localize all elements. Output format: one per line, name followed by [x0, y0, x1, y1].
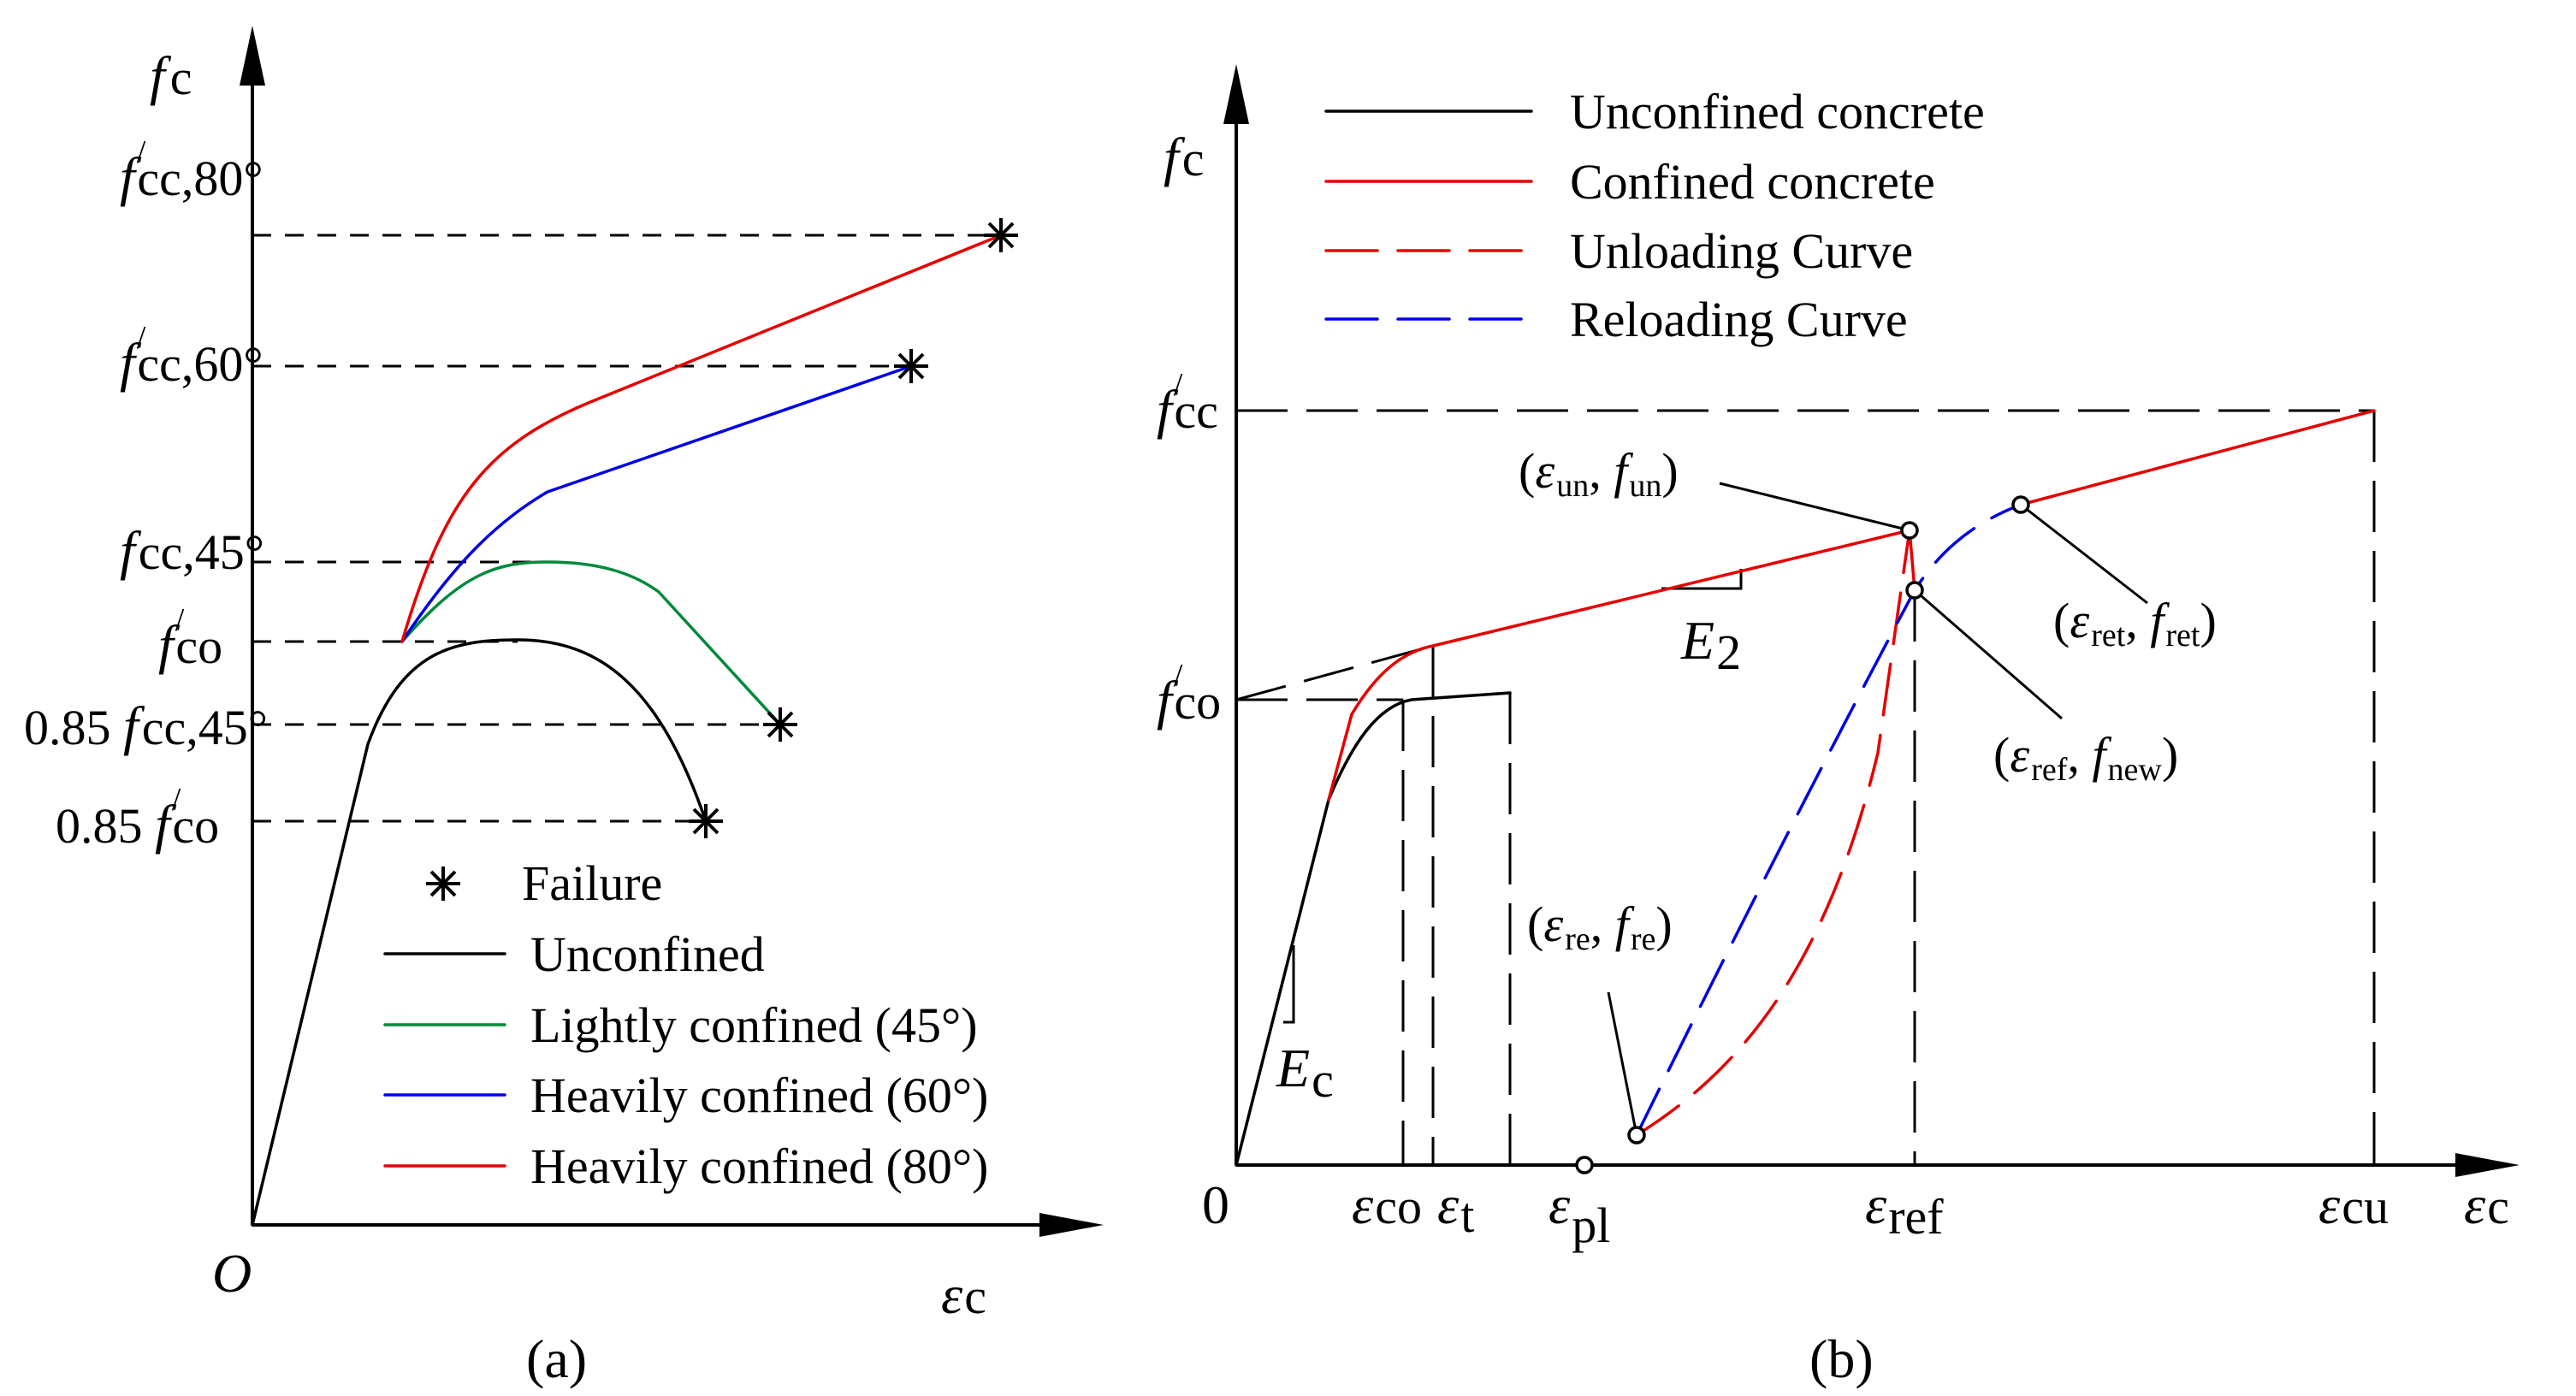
- panel-a-tick-fcc60: f/cc,60°: [120, 320, 264, 393]
- panel-a-curve-unconfined: [251, 638, 708, 1227]
- panel-b-label-e2: E2: [1680, 610, 1741, 680]
- panel-a-legend-failure: Failure: [522, 855, 662, 911]
- panel-a-origin: O: [212, 1243, 252, 1304]
- panel-b-caption: (b): [1809, 1328, 1874, 1389]
- panel-b-x-label: εc: [2464, 1174, 2509, 1235]
- panel-b-leader-ret: [2020, 503, 2148, 605]
- panel-a-legend-heavy80: Heavily confined (80°): [530, 1139, 988, 1194]
- panel-a-failure-80: [982, 216, 1020, 254]
- panel-b-tick-eref: εref: [1865, 1174, 1944, 1245]
- panel-b-curve-confined: [1327, 529, 1916, 802]
- panel-b-tick-eco: εco: [1352, 1174, 1422, 1235]
- panel-b-label-ec: Ec: [1276, 1038, 1334, 1108]
- panel-b-label-re: (εre, fre): [1527, 896, 1673, 957]
- panel-b-x-arrow: [2455, 1153, 2520, 1177]
- panel-a-curve-heavy-80: [400, 234, 1003, 643]
- panel-a-tick-fco: f/co: [158, 602, 222, 675]
- panel-a-failure-unconfined: [687, 802, 725, 840]
- panel-b-leader-un: [1719, 482, 1910, 532]
- panel-b-ec-triangle: [1283, 945, 1295, 1024]
- panel-b-point-ref: [1905, 581, 1924, 600]
- panel-b-point-ret: [2011, 495, 2030, 514]
- panel-b-tick-ecu: εcu: [2318, 1174, 2389, 1235]
- panel-b-leader-ref: [1914, 589, 2063, 720]
- panel-b-tick-et: εt: [1437, 1174, 1474, 1243]
- panel-a-y-arrow: [240, 26, 265, 86]
- panel-b-y-label: fc: [1164, 127, 1205, 187]
- panel-b-tick-epl: εpl: [1549, 1174, 1610, 1253]
- panel-b-curve-unconfined: [1235, 691, 1512, 1167]
- panel-a-failure-45: [761, 706, 799, 743]
- panel-b-curve-unloading: [1635, 529, 1911, 1137]
- panel-b-tick-fcc: f/cc: [1157, 367, 1218, 440]
- panel-a-legend-heavy60: Heavily confined (60°): [530, 1068, 988, 1123]
- panel-a-legend: Failure Unconfined Lightly confined (45°…: [383, 855, 988, 1194]
- panel-b-point-un: [1900, 521, 1919, 540]
- panel-b-curve-confined-upper: [2019, 409, 2376, 506]
- panel-b-label-ref-new: (εref, fnew): [1993, 727, 2178, 788]
- panel-b-legend: Unconfined concrete Confined concrete Un…: [1324, 84, 1985, 347]
- panel-b-legend-reloading: Reloading Curve: [1570, 292, 1908, 347]
- panel-a-tick-fcc45: fcc,45°: [120, 520, 264, 581]
- panel-b-legend-unconfined: Unconfined concrete: [1570, 84, 1985, 139]
- panel-b-e2-triangle: [1661, 569, 1743, 590]
- asterisk-icon: [424, 865, 462, 902]
- panel-b-origin: 0: [1202, 1174, 1229, 1235]
- panel-b-label-un: (εun, fun): [1519, 443, 1679, 504]
- panel-b-point-re: [1627, 1126, 1646, 1145]
- panel-a-tick-fcc80: f/cc,80°: [120, 134, 264, 207]
- panel-b-tick-fco: f/co: [1157, 658, 1221, 731]
- panel-b-point-pl: [1575, 1156, 1594, 1174]
- panel-b: fc εc 0 Unconfined concrete Confined con…: [1157, 64, 2520, 1389]
- panel-a-x-label: εc: [941, 1264, 986, 1325]
- panel-a-curve-heavy-60: [400, 364, 913, 643]
- panel-b-legend-confined: Confined concrete: [1570, 154, 1935, 210]
- panel-b-curve-reloading: [1635, 503, 2022, 1137]
- panel-a-x-arrow: [1039, 1213, 1104, 1237]
- panel-a-legend-unconfined: Unconfined: [530, 926, 765, 982]
- panel-a-legend-light: Lightly confined (45°): [530, 997, 978, 1053]
- panel-b-y-arrow: [1223, 64, 1249, 124]
- panel-b-leader-re: [1607, 991, 1638, 1136]
- panel-b-label-ret: (εret, fret): [2053, 593, 2217, 654]
- panel-a-tick-085fcc45: 0.85 fcc,45°: [24, 695, 268, 756]
- panel-a-failure-60: [892, 347, 930, 385]
- panel-a-tick-085fco: 0.85 f/co: [56, 782, 219, 855]
- panel-b-ref-tangent: [1235, 644, 1434, 701]
- panel-a-caption: (a): [526, 1328, 587, 1389]
- panel-a-curve-light-45: [400, 560, 782, 726]
- panel-b-legend-unloading: Unloading Curve: [1570, 223, 1913, 279]
